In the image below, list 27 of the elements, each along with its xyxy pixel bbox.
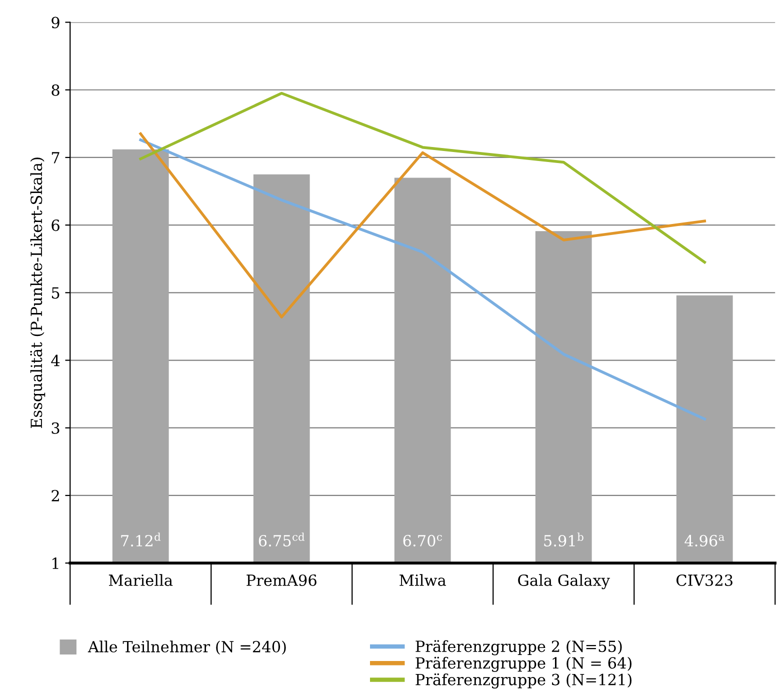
y-axis-title: Essqualität (P-Punkte-Likert-Skala) — [30, 158, 46, 428]
data-label: 6.75$^{cd}$ — [258, 532, 305, 547]
legend-label: Präferenzgruppe 1 (N = 64) — [416, 656, 632, 672]
data-label: 4.96$^{a}$ — [684, 534, 724, 546]
y-tick-label: 4 — [51, 354, 60, 366]
x-tick-label: Mariella — [108, 574, 173, 586]
data-label: 7.12$^{d}$ — [121, 532, 161, 547]
y-tick-label: 2 — [52, 490, 59, 502]
y-tick-label: 1 — [52, 558, 58, 569]
line-series — [139, 92, 706, 264]
legend-label: Alle Teilnehmer (N =240) — [88, 640, 286, 655]
x-tick-label: Gala Galaxy — [518, 574, 610, 590]
x-tick-label: CIV323 — [676, 574, 732, 586]
y-tick-label: 9 — [52, 16, 60, 28]
data-label: 5.91$^{b}$ — [544, 532, 584, 547]
y-tick-label: 5 — [52, 287, 60, 299]
line-series — [139, 132, 706, 318]
y-tick-label: 8 — [52, 84, 60, 96]
legend-label: Präferenzgruppe 3 (N=121) — [416, 673, 632, 688]
line-series — [139, 138, 706, 420]
legend-label: Präferenzgruppe 2 (N=55) — [416, 640, 622, 656]
x-tick-label: Milwa — [400, 574, 446, 586]
y-tick-label: 3 — [52, 422, 60, 434]
y-tick-label: 7 — [52, 152, 60, 164]
data-label: 6.70$^{c}$ — [403, 534, 442, 546]
y-tick-label: 6 — [52, 220, 60, 232]
x-tick-label: PremA96 — [246, 574, 316, 586]
